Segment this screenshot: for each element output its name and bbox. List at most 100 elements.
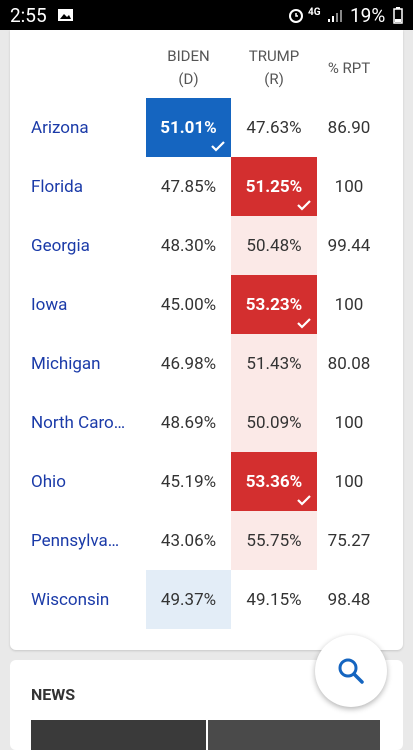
reporting-percent: 100 bbox=[317, 275, 381, 334]
biden-percent: 46.98% bbox=[146, 334, 231, 393]
clock: 2:55 bbox=[10, 4, 47, 27]
cell-text: North Caro… bbox=[31, 412, 126, 433]
biden-percent: 43.06% bbox=[146, 511, 231, 570]
result-row[interactable]: Michigan 46.98% 51.43% 80.08 bbox=[10, 334, 403, 393]
cell-text: Wisconsin bbox=[31, 589, 110, 610]
reporting-percent: 100 bbox=[317, 393, 381, 452]
header-trump: TRUMP (R) bbox=[231, 45, 317, 91]
cell-text: 55.75% bbox=[246, 530, 302, 551]
cell-text: 49.37% bbox=[160, 589, 217, 610]
battery-percent: 19% bbox=[350, 4, 386, 27]
winner-check bbox=[297, 318, 311, 329]
trump-percent: 53.36% bbox=[231, 452, 317, 511]
biden-percent: 45.19% bbox=[146, 452, 231, 511]
reporting-percent: 99.44 bbox=[317, 216, 381, 275]
state-name[interactable]: Florida bbox=[31, 157, 146, 216]
result-row[interactable]: Florida 47.85% 51.25% 100 bbox=[10, 157, 403, 216]
biden-percent: 51.01% bbox=[146, 98, 231, 157]
cell-text: Georgia bbox=[31, 235, 90, 256]
news-title: NEWS bbox=[31, 685, 76, 704]
state-name[interactable]: Iowa bbox=[31, 275, 146, 334]
cell-text: 75.27 bbox=[327, 530, 371, 551]
biden-percent: 48.30% bbox=[146, 216, 231, 275]
trump-percent: 51.25% bbox=[231, 157, 317, 216]
cell-text: Iowa bbox=[31, 294, 68, 315]
search-button[interactable] bbox=[315, 635, 387, 707]
cell-text: 53.36% bbox=[245, 471, 303, 492]
news-image bbox=[208, 720, 380, 750]
result-row[interactable]: Pennsylva… 43.06% 55.75% 75.27 bbox=[10, 511, 403, 570]
cell-text: 100 bbox=[334, 176, 364, 197]
state-name[interactable]: Georgia bbox=[31, 216, 146, 275]
biden-percent: 47.85% bbox=[146, 157, 231, 216]
network-type: 4G bbox=[308, 7, 321, 18]
state-name[interactable]: Michigan bbox=[31, 334, 146, 393]
cell-text: 46.98% bbox=[160, 353, 217, 374]
candidate-name: TRUMP bbox=[248, 47, 300, 65]
cell-text: 48.69% bbox=[160, 412, 217, 433]
battery-icon bbox=[393, 7, 403, 24]
trump-percent: 50.48% bbox=[231, 216, 317, 275]
state-name[interactable]: Wisconsin bbox=[31, 570, 146, 629]
winner-check bbox=[297, 495, 311, 506]
cell-text: 100 bbox=[334, 471, 364, 492]
biden-percent: 49.37% bbox=[146, 570, 231, 629]
cell-text: 98.48 bbox=[327, 589, 371, 610]
news-image bbox=[31, 720, 206, 750]
trump-percent: 51.43% bbox=[231, 334, 317, 393]
state-name[interactable]: North Caro… bbox=[31, 393, 146, 452]
party: (D) bbox=[178, 70, 199, 88]
result-row[interactable]: Georgia 48.30% 50.48% 99.44 bbox=[10, 216, 403, 275]
biden-percent: 45.00% bbox=[146, 275, 231, 334]
reporting-percent: 98.48 bbox=[317, 570, 381, 629]
result-row[interactable]: Ohio 45.19% 53.36% 100 bbox=[10, 452, 403, 511]
signal-icon bbox=[328, 10, 342, 22]
result-row[interactable]: Iowa 45.00% 53.23% 100 bbox=[10, 275, 403, 334]
cell-text: 51.43% bbox=[246, 353, 302, 374]
cell-text: 45.00% bbox=[160, 294, 217, 315]
reporting-percent: 86.90 bbox=[317, 98, 381, 157]
reporting-percent: 100 bbox=[317, 452, 381, 511]
cell-text: 43.06% bbox=[160, 530, 217, 551]
cell-text: 51.01% bbox=[160, 117, 217, 138]
gallery-icon bbox=[58, 9, 73, 21]
cell-text: 80.08 bbox=[327, 353, 371, 374]
state-name[interactable]: Arizona bbox=[31, 98, 146, 157]
results-card: BIDEN (D) TRUMP (R) % RPT Arizona 51.01% 4… bbox=[10, 30, 403, 650]
party: (R) bbox=[264, 70, 284, 88]
status-bar: 2:55 4G 19% bbox=[0, 0, 413, 30]
biden-percent: 48.69% bbox=[146, 393, 231, 452]
cell-text: 50.09% bbox=[246, 412, 302, 433]
trump-percent: 50.09% bbox=[231, 393, 317, 452]
cell-text: Florida bbox=[31, 176, 83, 197]
trump-percent: 47.63% bbox=[231, 98, 317, 157]
cell-text: Ohio bbox=[31, 471, 66, 492]
cell-text: 47.85% bbox=[160, 176, 217, 197]
result-row[interactable]: North Caro… 48.69% 50.09% 100 bbox=[10, 393, 403, 452]
alarm-icon bbox=[289, 9, 303, 23]
cell-text: 48.30% bbox=[160, 235, 217, 256]
cell-text: 100 bbox=[334, 412, 364, 433]
winner-check bbox=[297, 200, 311, 211]
cell-text: 51.25% bbox=[245, 176, 303, 197]
trump-percent: 53.23% bbox=[231, 275, 317, 334]
winner-check bbox=[211, 141, 225, 152]
cell-text: 99.44 bbox=[327, 235, 371, 256]
reporting-percent: 75.27 bbox=[317, 511, 381, 570]
result-row[interactable]: Arizona 51.01% 47.63% 86.90 bbox=[10, 98, 403, 157]
cell-text: 50.48% bbox=[246, 235, 302, 256]
result-row[interactable]: Wisconsin 49.37% 49.15% 98.48 bbox=[10, 570, 403, 629]
reporting-percent: 100 bbox=[317, 157, 381, 216]
cell-text: 86.90 bbox=[327, 117, 371, 138]
candidate-name: BIDEN bbox=[167, 47, 210, 65]
trump-percent: 49.15% bbox=[231, 570, 317, 629]
header-rpt: % RPT bbox=[327, 59, 371, 77]
cell-text: 45.19% bbox=[160, 471, 217, 492]
cell-text: 53.23% bbox=[245, 294, 303, 315]
state-name[interactable]: Ohio bbox=[31, 452, 146, 511]
cell-text: Arizona bbox=[31, 117, 89, 138]
cell-text: Pennsylva… bbox=[31, 530, 120, 551]
state-name[interactable]: Pennsylva… bbox=[31, 511, 146, 570]
header-biden: BIDEN (D) bbox=[146, 45, 231, 91]
